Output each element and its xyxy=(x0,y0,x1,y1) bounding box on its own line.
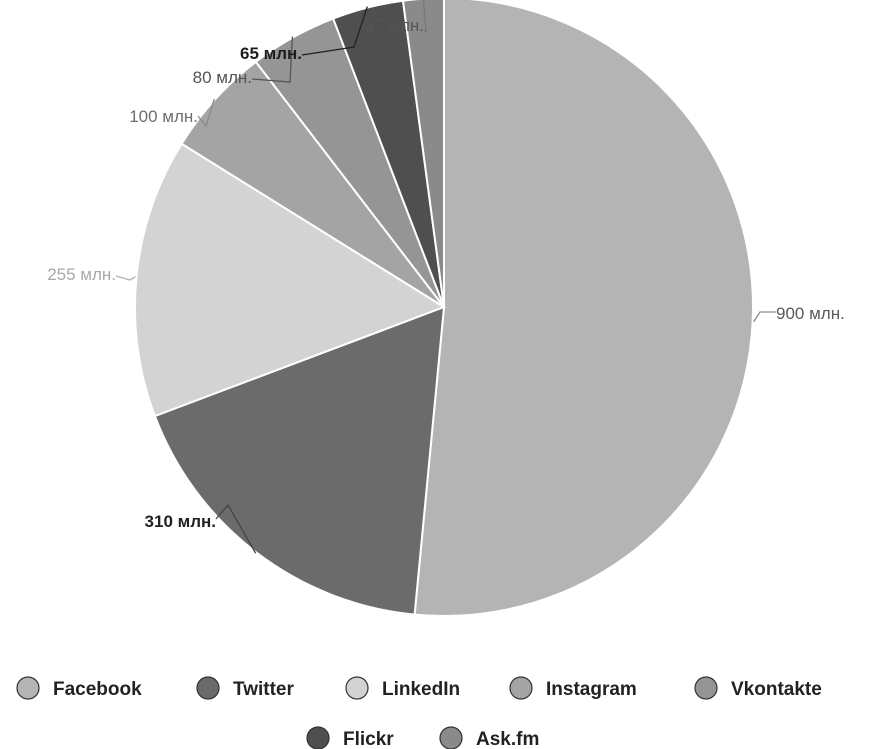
pie-slice-facebook xyxy=(413,0,754,617)
leader-line xyxy=(115,275,136,281)
legend-item-linkedin[interactable]: LinkedIn xyxy=(345,676,460,700)
data-label: 310 млн. xyxy=(145,512,216,531)
pie-slice-linkedin xyxy=(134,142,447,418)
legend-label: LinkedIn xyxy=(382,679,460,700)
leader-line xyxy=(215,503,257,554)
legend-label: Facebook xyxy=(53,679,142,700)
legend-label: Ask.fm xyxy=(476,729,539,749)
legend-label: Vkontakte xyxy=(731,679,822,700)
data-label: 80 млн. xyxy=(193,68,252,87)
data-labels: 900 млн. 310 млн. 255 млн. 100 млн. 80 млн. 6… xyxy=(47,0,845,554)
legend-item-instagram[interactable]: Instagram xyxy=(509,676,637,700)
legend-label: Flickr xyxy=(343,729,394,749)
leader-line xyxy=(422,0,427,34)
legend-marker xyxy=(694,676,718,700)
legend-marker xyxy=(196,676,220,700)
legend-item-twitter[interactable]: Twitter xyxy=(196,676,294,700)
legend-label: Instagram xyxy=(546,679,637,700)
legend-item-vkontakte[interactable]: Vkontakte xyxy=(694,676,822,700)
leader-line xyxy=(301,6,368,56)
pie-slice-ask-fm xyxy=(401,0,445,308)
leader-line xyxy=(251,36,294,83)
legend-item-facebook[interactable]: Facebook xyxy=(16,676,142,700)
legend-marker xyxy=(16,676,40,700)
legend-item-ask-fm[interactable]: Ask.fm xyxy=(439,726,539,749)
legend-marker xyxy=(439,726,463,749)
data-label: 100 млн. xyxy=(129,107,198,126)
legend-label: Twitter xyxy=(233,679,294,700)
legend-marker xyxy=(306,726,330,749)
data-label: 255 млн. xyxy=(47,265,116,284)
legend-marker xyxy=(509,676,533,700)
pie-slice-twitter xyxy=(153,305,446,616)
leader-line xyxy=(197,98,215,128)
data-label: 900 млн. xyxy=(776,304,845,323)
legend: Facebook Twitter LinkedIn Instagram Vkontakt… xyxy=(16,676,822,749)
legend-marker xyxy=(345,676,369,700)
leader-line xyxy=(753,311,776,323)
pie-slices xyxy=(134,0,754,617)
data-label: 37 млн. xyxy=(365,16,424,35)
data-label: 65 млн. xyxy=(240,44,302,63)
legend-item-flickr[interactable]: Flickr xyxy=(306,726,394,749)
